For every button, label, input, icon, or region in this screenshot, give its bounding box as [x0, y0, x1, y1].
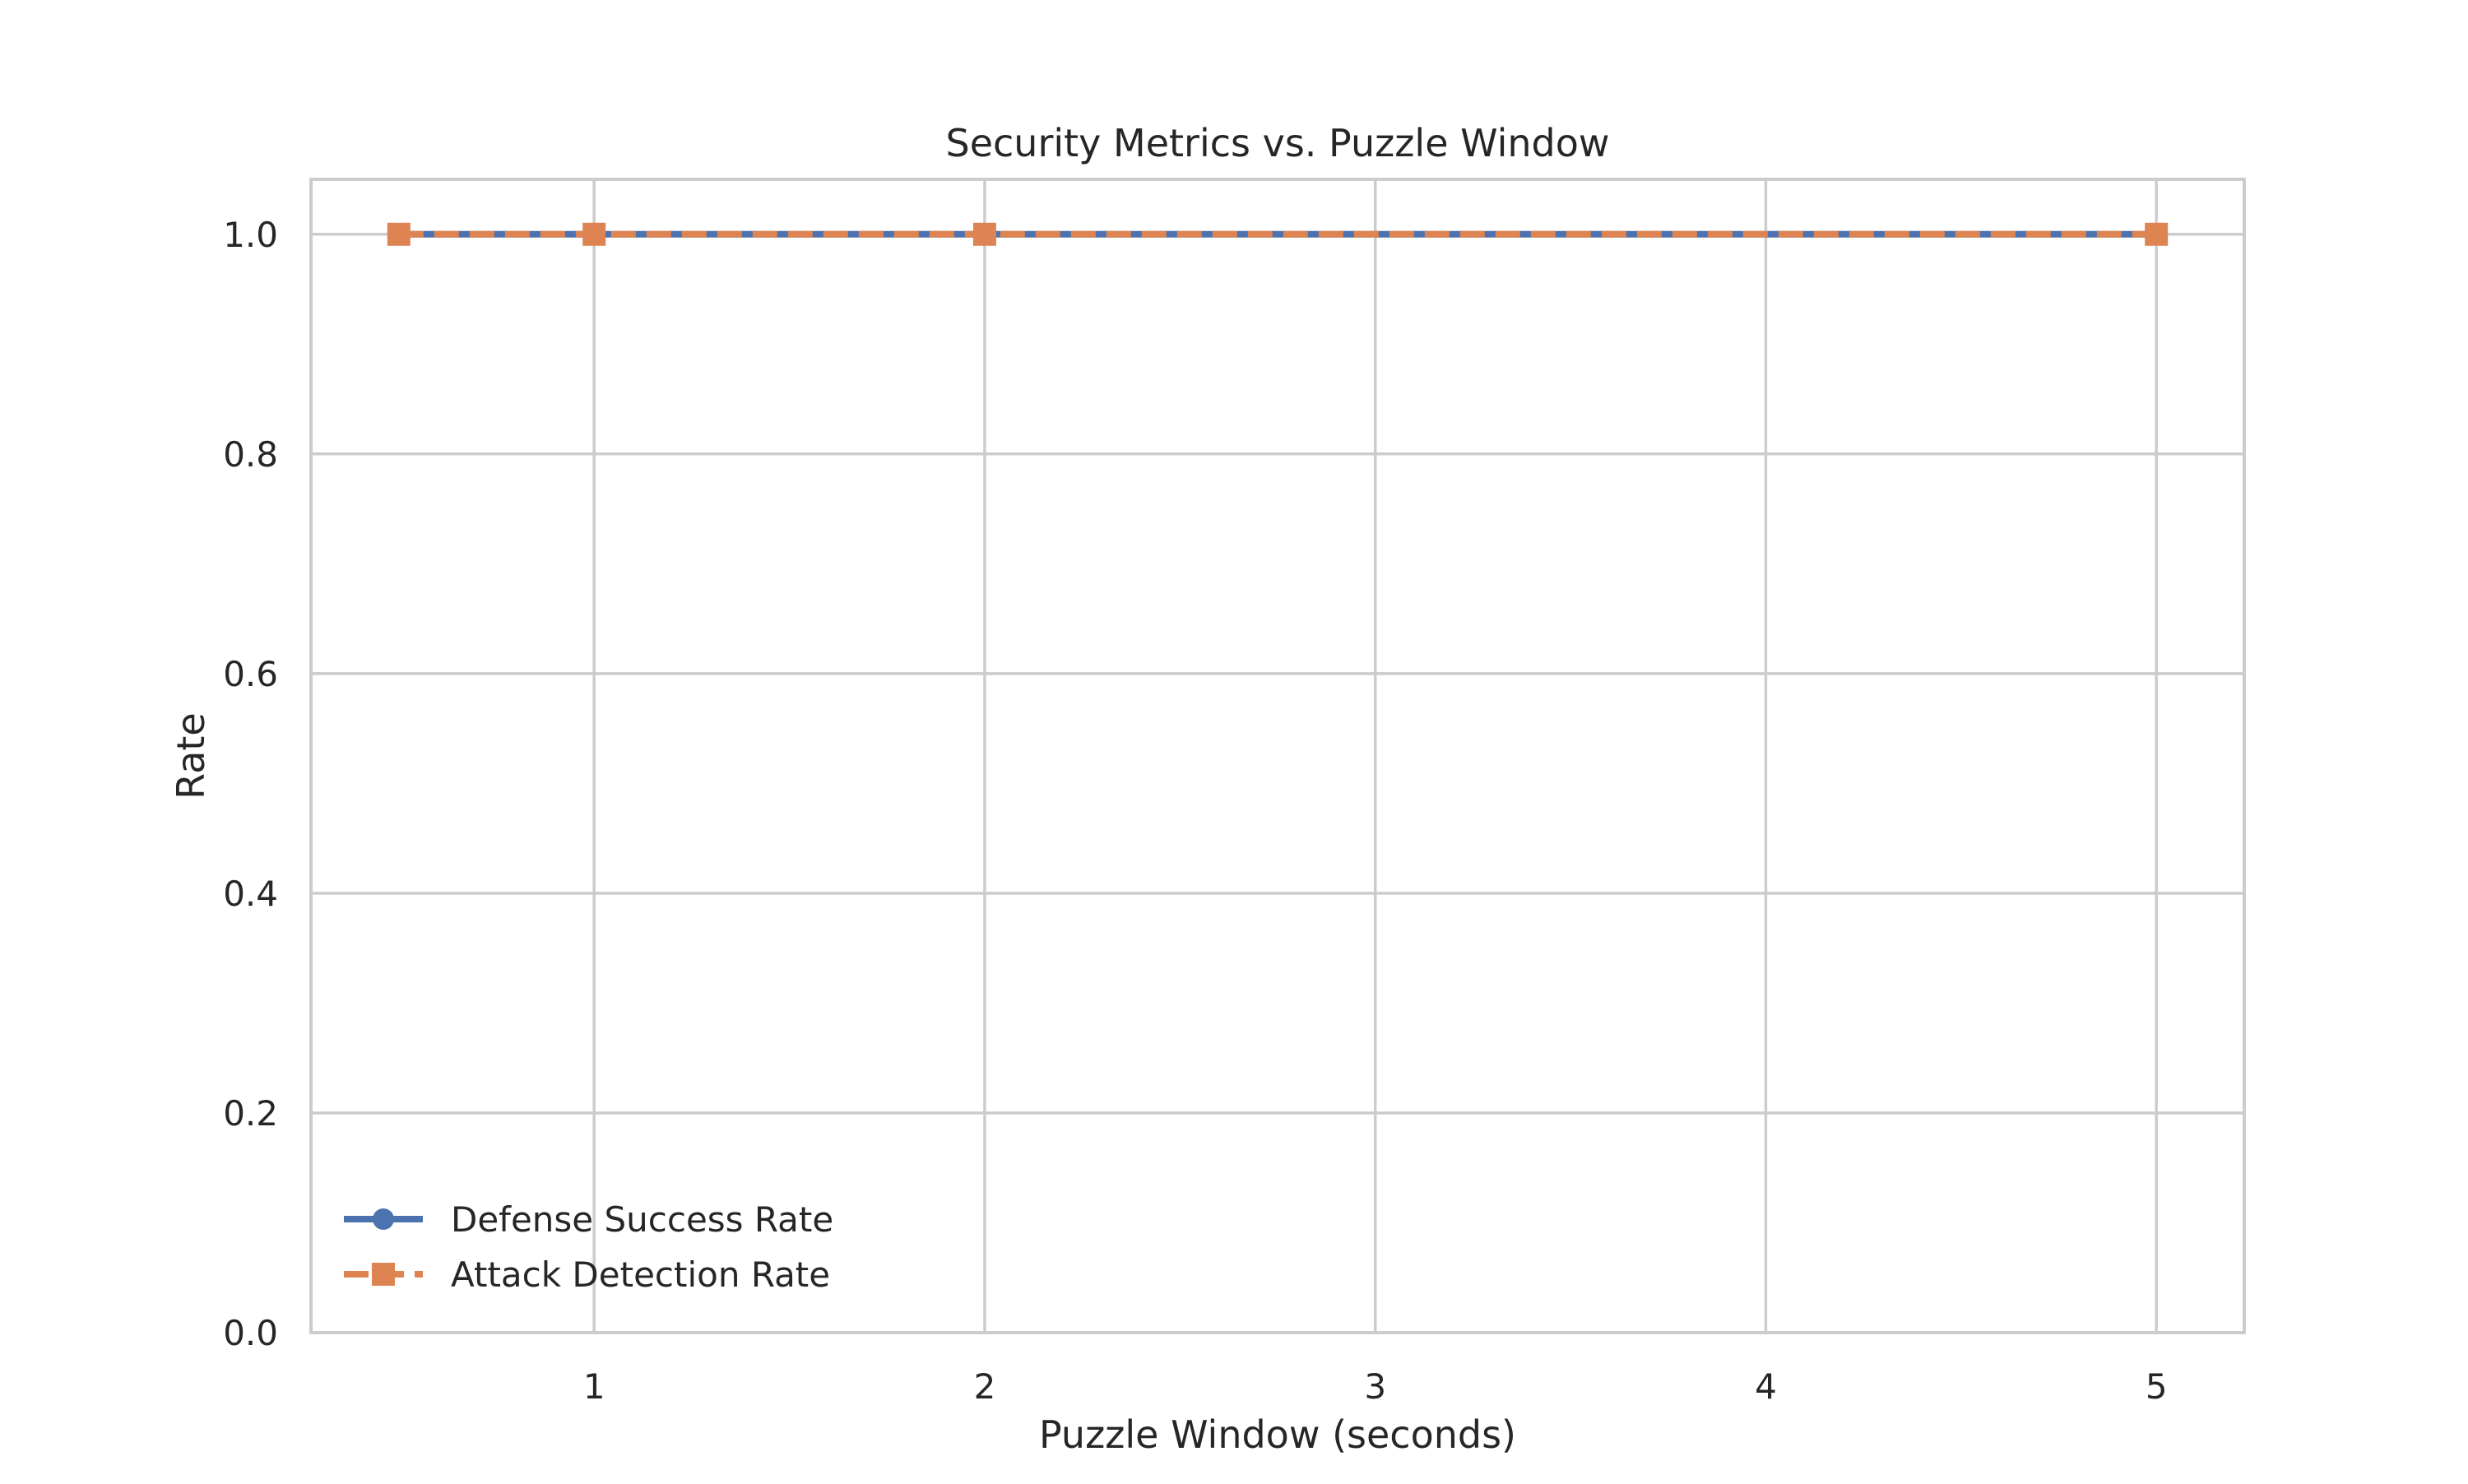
x-tick-label: 5	[2146, 1366, 2168, 1407]
legend-marker-defense-success-rate	[373, 1208, 394, 1230]
legend-marker-attack-detection-rate	[372, 1263, 395, 1286]
data-point-attack-detection-rate	[387, 222, 411, 246]
y-tick-label: 0.6	[223, 654, 278, 694]
chart-title: Security Metrics vs. Puzzle Window	[946, 121, 1610, 165]
legend: Defense Success Rate Attack Detection Rat…	[344, 1199, 833, 1295]
y-tick-label: 0.0	[223, 1313, 278, 1353]
data-point-attack-detection-rate	[2145, 222, 2169, 246]
y-axis-label: Rate	[169, 712, 213, 799]
x-tick-label: 3	[1364, 1366, 1386, 1407]
legend-label: Attack Detection Rate	[451, 1254, 830, 1295]
plot-frame	[309, 178, 2246, 1334]
y-tick-label: 0.8	[223, 434, 278, 475]
tick-labels: 1 2 3 4 5 0.0 0.2 0.4 0.6 0.8 1.0	[223, 215, 2167, 1407]
data-point-attack-detection-rate	[582, 222, 606, 246]
x-tick-label: 4	[1755, 1366, 1777, 1407]
x-axis-label: Puzzle Window (seconds)	[1039, 1412, 1516, 1457]
x-tick-label: 1	[583, 1366, 605, 1407]
legend-entry-defense-success-rate: Defense Success Rate	[344, 1199, 833, 1240]
legend-entry-attack-detection-rate: Attack Detection Rate	[344, 1254, 830, 1295]
series-layer	[387, 222, 2169, 246]
y-tick-label: 0.4	[223, 874, 278, 914]
x-tick-label: 2	[974, 1366, 996, 1407]
data-point-attack-detection-rate	[972, 222, 996, 246]
y-tick-label: 1.0	[223, 215, 278, 255]
y-tick-label: 0.2	[223, 1093, 278, 1134]
legend-label: Defense Success Rate	[451, 1199, 833, 1240]
series-attack-detection-rate	[387, 222, 2169, 246]
